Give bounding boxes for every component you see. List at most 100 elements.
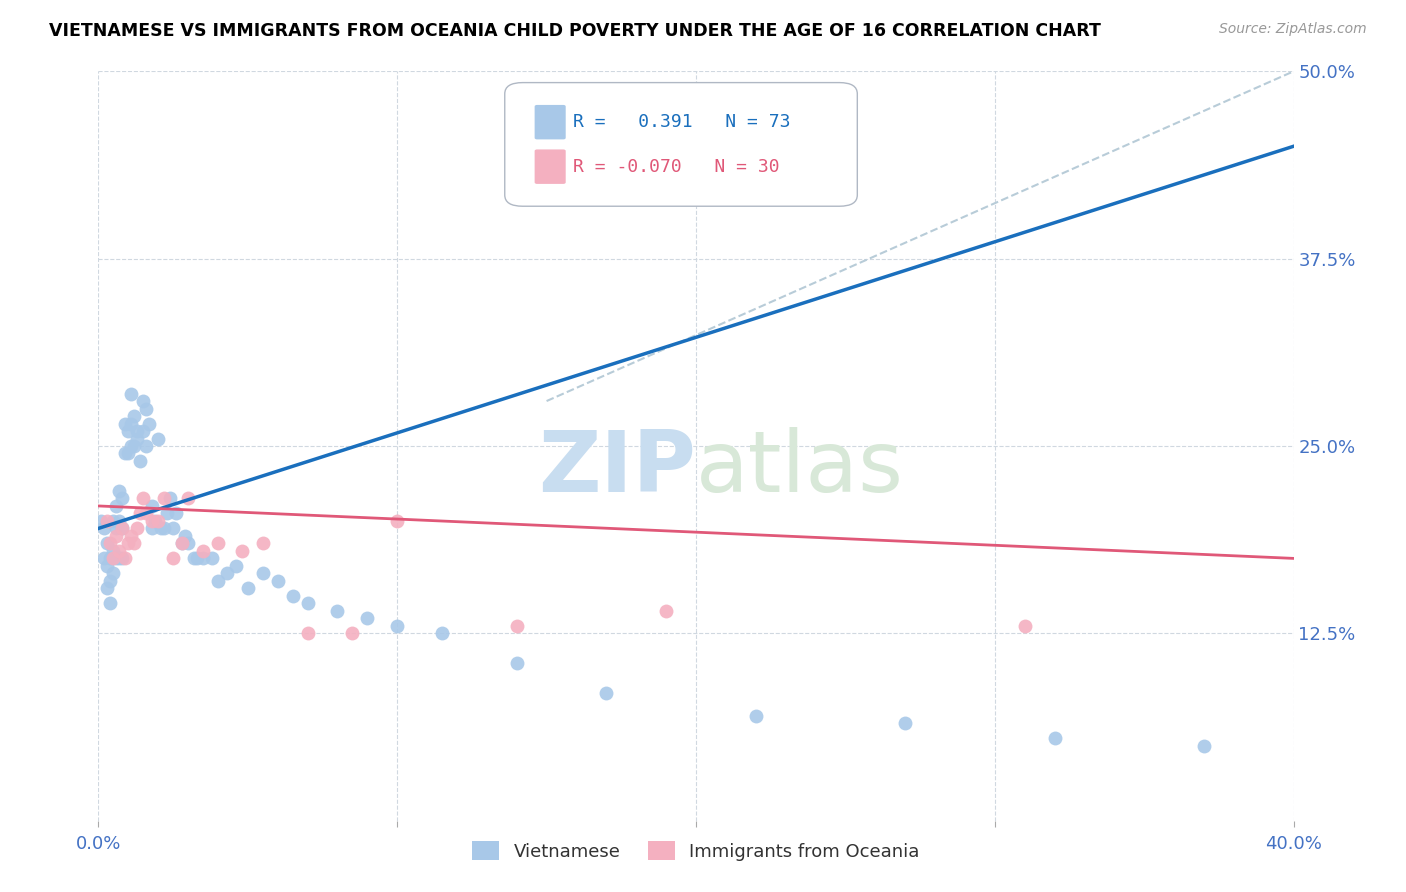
- Point: [135, 401, 157, 416]
- Text: Source: ZipAtlas.com: Source: ZipAtlas.com: [1219, 22, 1367, 37]
- Legend: Vietnamese, Immigrants from Oceania: Vietnamese, Immigrants from Oceania: [465, 834, 927, 868]
- Text: ZIP: ZIP: [538, 427, 696, 510]
- Point: [129, 454, 152, 468]
- Point: [114, 417, 136, 431]
- Point: [236, 582, 259, 596]
- Point: [356, 611, 378, 625]
- Point: [297, 596, 319, 610]
- Point: [117, 424, 139, 438]
- Point: [108, 483, 131, 498]
- Point: [120, 439, 142, 453]
- Point: [98, 551, 122, 566]
- Point: [162, 521, 184, 535]
- Point: [143, 514, 166, 528]
- Point: [98, 596, 122, 610]
- Text: atlas: atlas: [696, 427, 904, 510]
- Point: [207, 536, 229, 550]
- Point: [177, 536, 200, 550]
- Point: [105, 529, 128, 543]
- Point: [225, 558, 247, 573]
- Point: [153, 521, 176, 535]
- Point: [105, 521, 128, 535]
- Point: [124, 536, 146, 550]
- Point: [162, 551, 184, 566]
- Point: [120, 417, 142, 431]
- Point: [385, 514, 409, 528]
- Point: [98, 536, 122, 550]
- Point: [141, 499, 163, 513]
- Point: [132, 424, 155, 438]
- Point: [90, 514, 112, 528]
- Point: [148, 432, 170, 446]
- Point: [103, 551, 125, 566]
- Point: [172, 536, 194, 550]
- Point: [114, 551, 136, 566]
- Point: [105, 499, 128, 513]
- Point: [111, 521, 134, 535]
- Point: [172, 536, 194, 550]
- Point: [120, 529, 142, 543]
- Point: [156, 507, 179, 521]
- Point: [231, 544, 253, 558]
- Point: [135, 439, 157, 453]
- Point: [127, 424, 149, 438]
- Point: [342, 626, 364, 640]
- Point: [252, 536, 274, 550]
- Point: [114, 446, 136, 460]
- Point: [177, 491, 200, 506]
- Point: [252, 566, 274, 581]
- Point: [215, 566, 238, 581]
- Point: [96, 514, 118, 528]
- Point: [103, 514, 125, 528]
- Point: [132, 491, 155, 506]
- Point: [117, 446, 139, 460]
- Point: [385, 619, 409, 633]
- Point: [111, 521, 134, 535]
- Point: [129, 507, 152, 521]
- Point: [150, 521, 173, 535]
- Point: [105, 551, 128, 566]
- Point: [103, 544, 125, 558]
- Point: [135, 507, 157, 521]
- Point: [595, 686, 617, 700]
- Point: [108, 514, 131, 528]
- Point: [138, 417, 160, 431]
- Point: [103, 566, 125, 581]
- Text: R =   0.391   N = 73: R = 0.391 N = 73: [572, 113, 790, 131]
- Point: [120, 386, 142, 401]
- Point: [111, 551, 134, 566]
- Point: [96, 582, 118, 596]
- Point: [93, 521, 115, 535]
- Point: [894, 716, 917, 731]
- Point: [96, 536, 118, 550]
- Point: [127, 521, 149, 535]
- Point: [108, 544, 131, 558]
- Point: [132, 394, 155, 409]
- Point: [267, 574, 290, 588]
- Point: [124, 439, 146, 453]
- Point: [183, 551, 205, 566]
- Text: R = -0.070   N = 30: R = -0.070 N = 30: [572, 158, 779, 176]
- Point: [117, 536, 139, 550]
- Point: [326, 604, 349, 618]
- Point: [96, 558, 118, 573]
- Point: [207, 574, 229, 588]
- Point: [141, 521, 163, 535]
- Point: [297, 626, 319, 640]
- Point: [111, 491, 134, 506]
- Point: [186, 551, 208, 566]
- Point: [141, 514, 163, 528]
- Point: [281, 589, 304, 603]
- FancyBboxPatch shape: [505, 83, 858, 206]
- Point: [165, 507, 187, 521]
- Point: [148, 514, 170, 528]
- Text: VIETNAMESE VS IMMIGRANTS FROM OCEANIA CHILD POVERTY UNDER THE AGE OF 16 CORRELAT: VIETNAMESE VS IMMIGRANTS FROM OCEANIA CH…: [49, 22, 1101, 40]
- Point: [1192, 739, 1215, 753]
- Point: [506, 619, 529, 633]
- Point: [159, 491, 181, 506]
- Point: [655, 604, 678, 618]
- Point: [191, 544, 214, 558]
- Point: [1014, 619, 1036, 633]
- Point: [745, 708, 768, 723]
- Point: [124, 409, 146, 423]
